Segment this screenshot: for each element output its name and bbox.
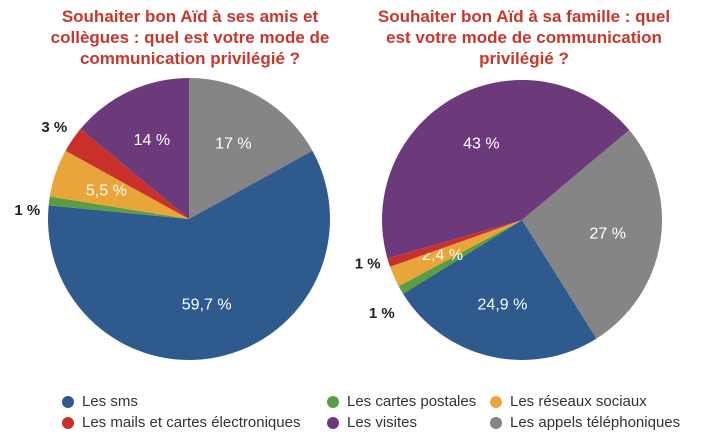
legend-item-sms: Les sms (62, 393, 138, 410)
data-label: 3 % (41, 119, 67, 136)
legend-label: Les visites (347, 414, 418, 431)
legend-item-visits: Les visites (327, 414, 417, 431)
legend-item-calls: Les appels téléphoniques (490, 414, 680, 431)
pie-slice (403, 220, 597, 360)
pie-slice (398, 220, 522, 294)
legend-label: Les sms (82, 393, 138, 410)
pie-slice (387, 220, 522, 267)
pie-slice (48, 196, 189, 219)
legend-label: Les réseaux sociaux (510, 393, 647, 410)
data-label: 43 % (463, 135, 499, 152)
data-label: 14 % (134, 132, 170, 149)
chart-title-family: Souhaiter bon Aïd à sa famille : quel es… (377, 7, 671, 68)
data-label: 1 % (14, 202, 40, 219)
data-label: 17 % (215, 136, 251, 153)
data-label: 24,9 % (478, 297, 528, 314)
pie-slice (48, 150, 330, 360)
data-label: 1 % (355, 255, 381, 272)
legend-label: Les appels téléphoniques (510, 414, 681, 431)
legend-swatch (490, 416, 502, 429)
legend-item-social: Les réseaux sociaux (490, 393, 647, 410)
legend-item-postcards: Les cartes postales (327, 393, 476, 410)
pie-slice (80, 78, 189, 219)
data-label: 59,7 % (182, 297, 232, 314)
legend-label: Les mails et cartes électroniques (82, 414, 301, 431)
legend-swatch (62, 395, 74, 408)
chart-title-friends: Souhaiter bon Aïd à ses amis et collègue… (50, 7, 330, 68)
data-label: 5,5 % (86, 182, 127, 199)
pie-slice (49, 150, 190, 219)
data-label: 1 % (369, 305, 395, 322)
legend-label: Les cartes postales (347, 393, 477, 410)
pie-slice (189, 78, 313, 219)
legend-swatch (490, 395, 502, 408)
pie-slice (382, 79, 630, 259)
data-label: 27 % (590, 225, 626, 242)
legend-swatch (327, 395, 339, 408)
legend-swatch (62, 416, 74, 429)
legend-swatch (327, 416, 339, 429)
pie-slice (65, 128, 189, 219)
pie-slice (390, 220, 522, 287)
legend-item-mails: Les mails et cartes électroniques (62, 414, 300, 431)
pie-slice (522, 130, 662, 339)
